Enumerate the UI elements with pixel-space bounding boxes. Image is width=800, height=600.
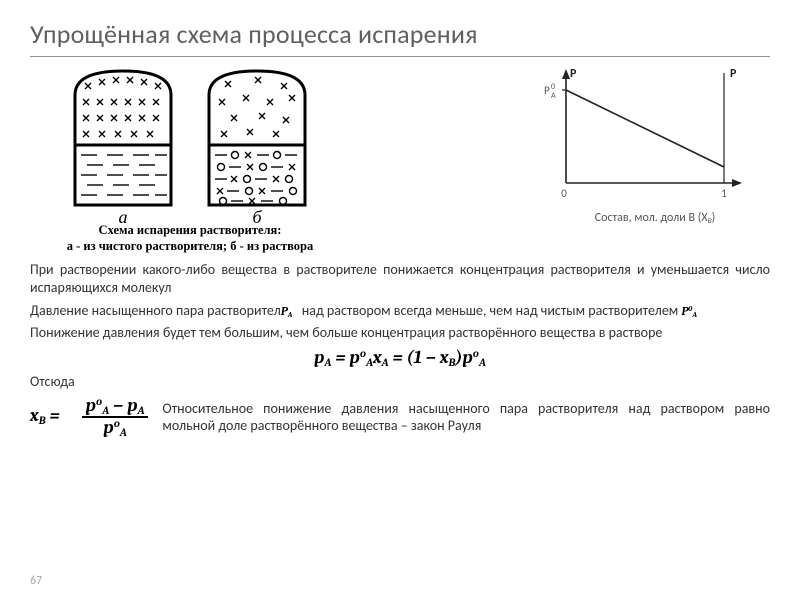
vessel-a-diagram: а <box>67 65 179 225</box>
vessel-row: а <box>30 65 350 225</box>
svg-text:P: P <box>730 67 737 81</box>
formula-row: xB = poA − pA poA Относительное понижени… <box>30 396 770 439</box>
svg-text:0: 0 <box>551 82 555 92</box>
paragraph-4: Отсюда <box>30 373 770 391</box>
body-text: При растворении какого-либо вещества в р… <box>30 261 770 439</box>
vessel-column: а <box>30 65 350 254</box>
paragraph-1: При растворении какого-либо вещества в р… <box>30 261 770 297</box>
chart-x-label: Состав, мол. доли B (XB) <box>540 211 770 225</box>
svg-text:1: 1 <box>721 187 727 200</box>
vessel-b-diagram: б <box>201 65 313 225</box>
raoult-chart: P P P A 0 0 1 <box>540 65 750 205</box>
svg-text:0: 0 <box>561 187 567 200</box>
paragraph-2: Давление насыщенного пара растворителPA … <box>30 302 770 320</box>
figure-row: а <box>30 65 770 254</box>
chart-column: P P P A 0 0 1 Состав, мол. доли B (XB) <box>540 65 770 225</box>
vessel-caption: Схема испарения растворителя: а - из чис… <box>30 223 350 254</box>
page-number: 67 <box>30 574 42 588</box>
svg-text:A: A <box>551 91 556 101</box>
formula-xb: xB = poA − pA poA <box>30 396 148 439</box>
paragraph-3: Понижение давления будет тем большим, че… <box>30 324 770 342</box>
page-title: Упрощённая схема процесса испарения <box>30 18 770 57</box>
formula-main: pA = poAxA = (1 − xB)poA <box>30 346 770 370</box>
svg-text:P: P <box>570 67 577 81</box>
svg-text:P: P <box>544 84 550 97</box>
paragraph-5: Относительное понижение давления насыщен… <box>162 400 770 436</box>
